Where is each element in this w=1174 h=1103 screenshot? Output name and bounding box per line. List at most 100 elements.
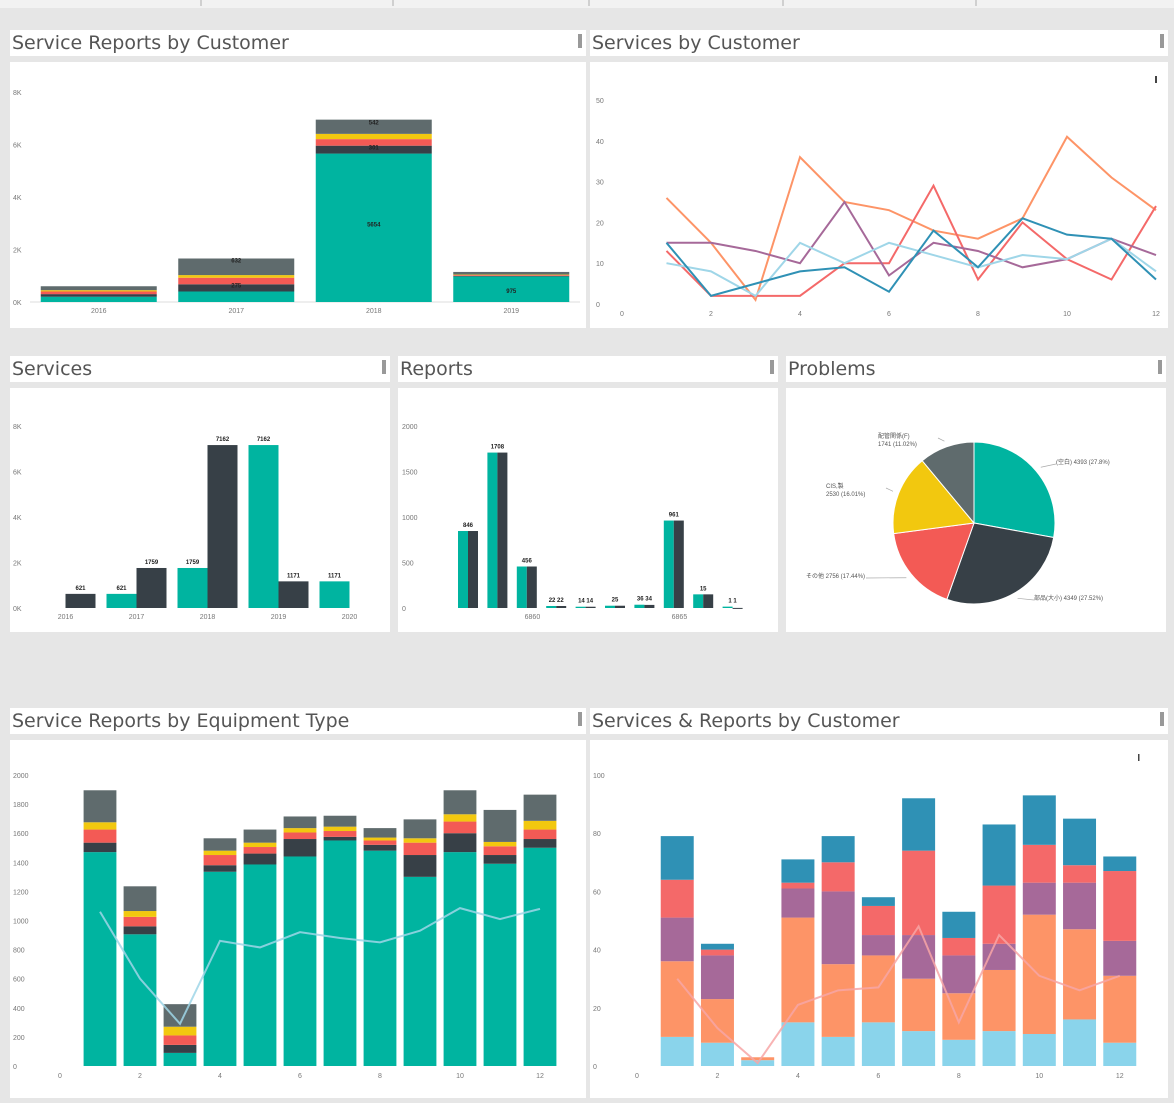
y-tick-label: 50: [596, 98, 604, 105]
bar-segment: [862, 906, 895, 935]
y-tick-label: 400: [13, 1006, 25, 1013]
x-tick-label: 0: [635, 1073, 639, 1080]
more-options-icon[interactable]: [578, 712, 582, 726]
x-tick-label: 12: [536, 1073, 544, 1080]
y-tick-label: 10: [596, 261, 604, 268]
x-tick-label: 6865: [672, 614, 688, 621]
bar: [644, 605, 654, 608]
data-label: 7162: [216, 437, 230, 443]
y-tick-label: 80: [593, 831, 601, 838]
more-options-icon[interactable]: [382, 360, 386, 374]
data-label: 15: [700, 586, 707, 592]
y-tick-label: 30: [596, 180, 604, 187]
y-tick-label: 4K: [13, 195, 22, 202]
bar-segment: [701, 999, 734, 1043]
bar: [693, 594, 703, 608]
bar: [66, 594, 96, 608]
bar-segment: [404, 838, 437, 842]
bar-segment: [1023, 795, 1056, 844]
tile-title: Services by Customer: [592, 32, 800, 54]
tile-title: Service Reports by Customer: [12, 32, 289, 54]
bar-segment: [124, 934, 157, 1066]
y-tick-label: 0: [13, 1064, 17, 1071]
bar: [497, 453, 507, 608]
bar-segment: [284, 816, 317, 828]
bar-segment: [84, 790, 117, 822]
bar-segment: [661, 836, 694, 880]
bar-segment: [324, 827, 357, 831]
divider: [975, 0, 977, 6]
bar-segment: [942, 912, 975, 938]
divider: [588, 0, 590, 6]
more-options-icon[interactable]: [1160, 712, 1164, 726]
y-tick-label: 200: [13, 1035, 25, 1042]
bar: [733, 608, 743, 609]
data-label: 7162: [257, 437, 271, 443]
bar-segment: [1063, 883, 1096, 930]
x-tick-label: 2019: [503, 308, 519, 315]
y-tick-label: 20: [596, 220, 604, 227]
data-label: 25: [612, 598, 619, 604]
bar: [674, 521, 684, 608]
bar-segment: [284, 832, 317, 839]
tile-problems[interactable]: Problems (空白) 4393 (27.8%)部品(大小) 4349 (2…: [786, 356, 1166, 632]
bar-segment: [701, 1043, 734, 1066]
x-tick-label: 8: [976, 311, 980, 318]
y-tick-label: 1000: [13, 919, 29, 926]
info-icon: [1138, 754, 1140, 761]
data-label: 961: [669, 513, 680, 519]
data-label: 456: [522, 559, 533, 565]
bar: [556, 606, 566, 608]
slice-label: 配管関係(F)1741 (11.02%): [878, 432, 917, 448]
bar-segment: [484, 864, 517, 1066]
bar-segment: [1023, 883, 1056, 915]
bar-segment: [902, 851, 935, 935]
y-tick-label: 0: [596, 302, 600, 309]
x-tick-label: 6: [298, 1073, 302, 1080]
bar-segment: [484, 855, 517, 864]
more-options-icon[interactable]: [1160, 34, 1164, 48]
bar-segment: [983, 1031, 1016, 1066]
data-label: 975: [506, 289, 517, 295]
bar-segment: [701, 944, 734, 950]
tile-header: Services & Reports by Customer: [590, 708, 1168, 734]
tile-header: Service Reports by Customer: [10, 30, 586, 56]
bar-segment: [41, 292, 157, 295]
y-tick-label: 6K: [13, 470, 22, 477]
bar-segment: [822, 964, 855, 1037]
more-options-icon[interactable]: [770, 360, 774, 374]
x-tick-label: 10: [1063, 311, 1071, 318]
bar-segment: [902, 935, 935, 979]
bar: [586, 607, 596, 608]
x-tick-label: 2017: [228, 308, 244, 315]
divider: [200, 0, 202, 6]
bar: [615, 606, 625, 608]
data-label: 275: [231, 283, 242, 289]
more-options-icon[interactable]: [578, 34, 582, 48]
clustered-bar-chart: 0K2K4K6K8K621201662117592017175971622018…: [10, 388, 390, 632]
bar-segment: [902, 979, 935, 1031]
y-tick-label: 0K: [13, 300, 22, 307]
more-options-icon[interactable]: [1158, 360, 1162, 374]
y-tick-label: 2K: [13, 248, 22, 255]
bar-segment: [204, 851, 237, 855]
bar: [279, 581, 309, 608]
bar-segment: [484, 842, 517, 846]
bar-segment: [324, 840, 357, 1066]
bar: [605, 606, 615, 608]
bar-segment: [781, 888, 814, 917]
data-label: 621: [116, 586, 127, 592]
x-tick-label: 4: [796, 1073, 800, 1080]
tile-title: Services: [12, 358, 92, 380]
bar-segment: [444, 833, 477, 852]
bar-segment: [41, 290, 157, 291]
